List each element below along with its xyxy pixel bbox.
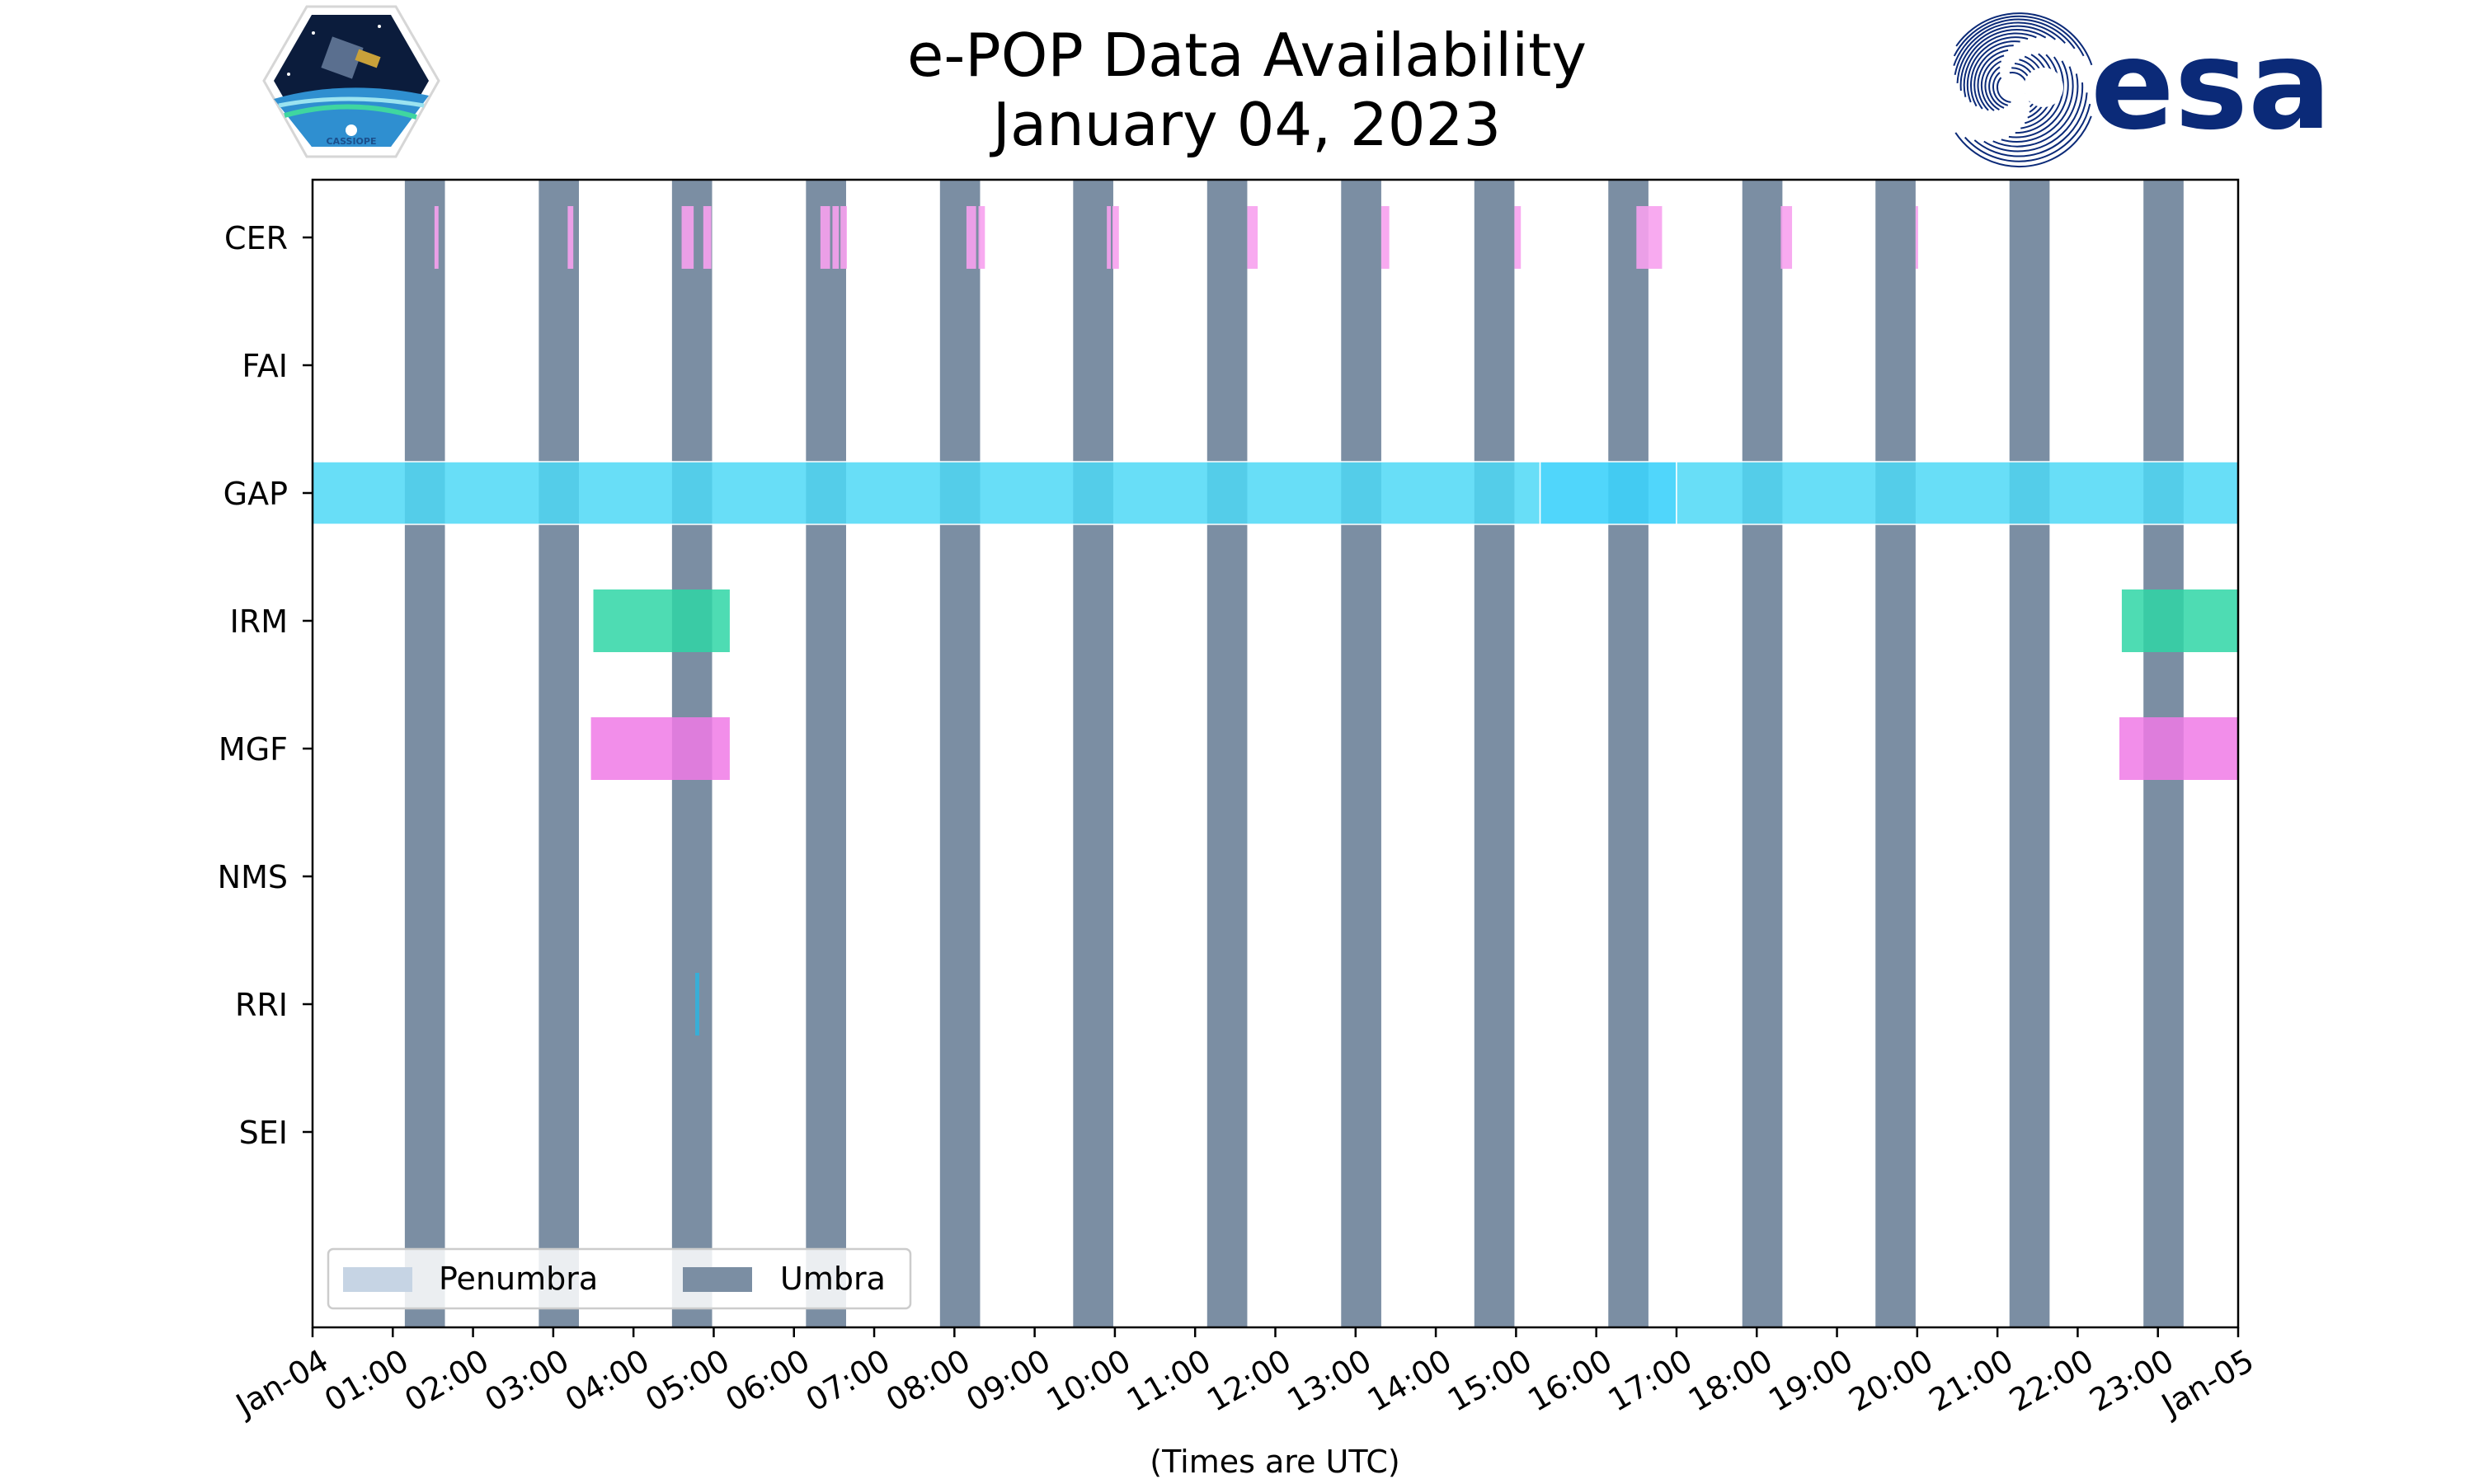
bar-cer-1 bbox=[567, 206, 574, 269]
umbra-band-10 bbox=[1742, 180, 1783, 1327]
x-tick-label-7: 07:00 bbox=[800, 1342, 896, 1419]
x-tick-label-2: 02:00 bbox=[398, 1342, 495, 1419]
x-tick-label-20: 20:00 bbox=[1842, 1342, 1939, 1419]
bar-mgf-0 bbox=[590, 717, 730, 780]
bar-cer-8 bbox=[978, 206, 985, 269]
x-tick-label-14: 14:00 bbox=[1362, 1342, 1458, 1419]
y-tick-label-cer: CER bbox=[224, 220, 288, 256]
x-tick-label-21: 21:00 bbox=[1923, 1342, 2020, 1419]
y-axis: CER FAI GAP IRM MGF NMS RRI SEI bbox=[218, 220, 313, 1151]
bar-gap-1 bbox=[1539, 461, 1677, 525]
bar-cer-5 bbox=[832, 206, 840, 269]
legend-label-umbra: Umbra bbox=[780, 1261, 886, 1297]
y-tick-label-mgf: MGF bbox=[219, 731, 288, 768]
umbra-band-11 bbox=[1875, 180, 1916, 1327]
x-tick-label-18: 18:00 bbox=[1682, 1342, 1779, 1419]
bar-cer-11 bbox=[1247, 206, 1258, 269]
esa-logo: esa bbox=[1941, 12, 2331, 168]
legend-box bbox=[327, 1247, 912, 1310]
bar-cer-6 bbox=[840, 206, 847, 269]
umbra-band-5 bbox=[1073, 180, 1113, 1327]
x-tick-label-8: 08:00 bbox=[880, 1342, 976, 1419]
esa-swirl-icon bbox=[1941, 12, 2097, 168]
bar-cer-15 bbox=[1780, 206, 1793, 269]
x-tick-label-0: Jan-04 bbox=[228, 1342, 334, 1424]
x-tick-label-4: 04:00 bbox=[559, 1342, 656, 1419]
x-tick-label-19: 19:00 bbox=[1762, 1342, 1859, 1419]
bar-cer-3 bbox=[703, 206, 712, 269]
bar-cer-4 bbox=[820, 206, 830, 269]
y-tick-label-nms: NMS bbox=[218, 859, 288, 895]
bar-cer-14 bbox=[1636, 206, 1663, 269]
bar-rri-0 bbox=[695, 973, 699, 1036]
bar-mgf-1 bbox=[2119, 717, 2238, 780]
x-tick-label-15: 15:00 bbox=[1442, 1342, 1538, 1419]
x-tick-label-13: 13:00 bbox=[1281, 1342, 1377, 1419]
x-tick-label-5: 05:00 bbox=[639, 1342, 736, 1419]
umbra-band-9 bbox=[1608, 180, 1649, 1327]
bar-cer-12 bbox=[1380, 206, 1390, 269]
umbra-band-12 bbox=[2009, 180, 2050, 1327]
bar-cer-0 bbox=[434, 206, 439, 269]
x-tick-label-9: 09:00 bbox=[960, 1342, 1056, 1419]
bar-irm-1 bbox=[2121, 589, 2238, 652]
x-tick-label-16: 16:00 bbox=[1522, 1342, 1618, 1419]
chart-title-line2: January 04, 2023 bbox=[990, 90, 1501, 159]
y-tick-label-rri: RRI bbox=[235, 987, 288, 1023]
legend: Penumbra Umbra bbox=[327, 1247, 912, 1310]
bar-gap-0 bbox=[312, 461, 1541, 525]
umbra-band-1 bbox=[539, 180, 580, 1327]
bar-cer-2 bbox=[681, 206, 694, 269]
legend-swatch-penumbra bbox=[343, 1267, 412, 1292]
umbra-band-3 bbox=[806, 180, 846, 1327]
y-tick-label-gap: GAP bbox=[223, 476, 288, 512]
bar-cer-16 bbox=[1915, 206, 1918, 269]
bar-cer-10 bbox=[1112, 206, 1119, 269]
legend-label-penumbra: Penumbra bbox=[439, 1261, 598, 1297]
x-tick-label-3: 03:00 bbox=[479, 1342, 576, 1419]
x-tick-label-12: 12:00 bbox=[1201, 1342, 1297, 1419]
esa-wordmark: esa bbox=[2091, 14, 2331, 157]
y-tick-label-sei: SEI bbox=[239, 1115, 288, 1151]
x-tick-label-11: 11:00 bbox=[1121, 1342, 1217, 1419]
y-tick-label-irm: IRM bbox=[230, 603, 288, 640]
bar-cer-9 bbox=[1107, 206, 1112, 269]
x-tick-label-1: 01:00 bbox=[318, 1342, 415, 1419]
x-tick-label-22: 22:00 bbox=[2003, 1342, 2100, 1419]
data-layer bbox=[312, 206, 2239, 1036]
x-axis: Jan-0401:0002:0003:0004:0005:0006:0007:0… bbox=[228, 1327, 2260, 1424]
cassiope-logo: CASSIOPE bbox=[262, 5, 440, 158]
legend-swatch-umbra bbox=[683, 1267, 752, 1292]
x-axis-label: (Times are UTC) bbox=[1150, 1444, 1399, 1480]
umbra-band-7 bbox=[1341, 180, 1381, 1327]
umbra-band-0 bbox=[404, 180, 445, 1327]
umbra-band-8 bbox=[1474, 180, 1515, 1327]
bar-irm-0 bbox=[593, 589, 730, 652]
umbra-band-4 bbox=[939, 180, 981, 1327]
cassiope-label: CASSIOPE bbox=[327, 136, 377, 147]
bar-cer-13 bbox=[1514, 206, 1522, 269]
chart-title-line1: e-POP Data Availability bbox=[907, 21, 1587, 90]
x-tick-label-6: 06:00 bbox=[719, 1342, 816, 1419]
y-tick-label-fai: FAI bbox=[242, 348, 288, 384]
x-tick-label-10: 10:00 bbox=[1041, 1342, 1137, 1419]
bar-cer-7 bbox=[966, 206, 976, 269]
bar-gap-2 bbox=[1676, 461, 2239, 525]
umbra-band-6 bbox=[1206, 180, 1248, 1327]
x-tick-label-24: Jan-05 bbox=[2154, 1342, 2260, 1424]
x-tick-label-17: 17:00 bbox=[1602, 1342, 1699, 1419]
